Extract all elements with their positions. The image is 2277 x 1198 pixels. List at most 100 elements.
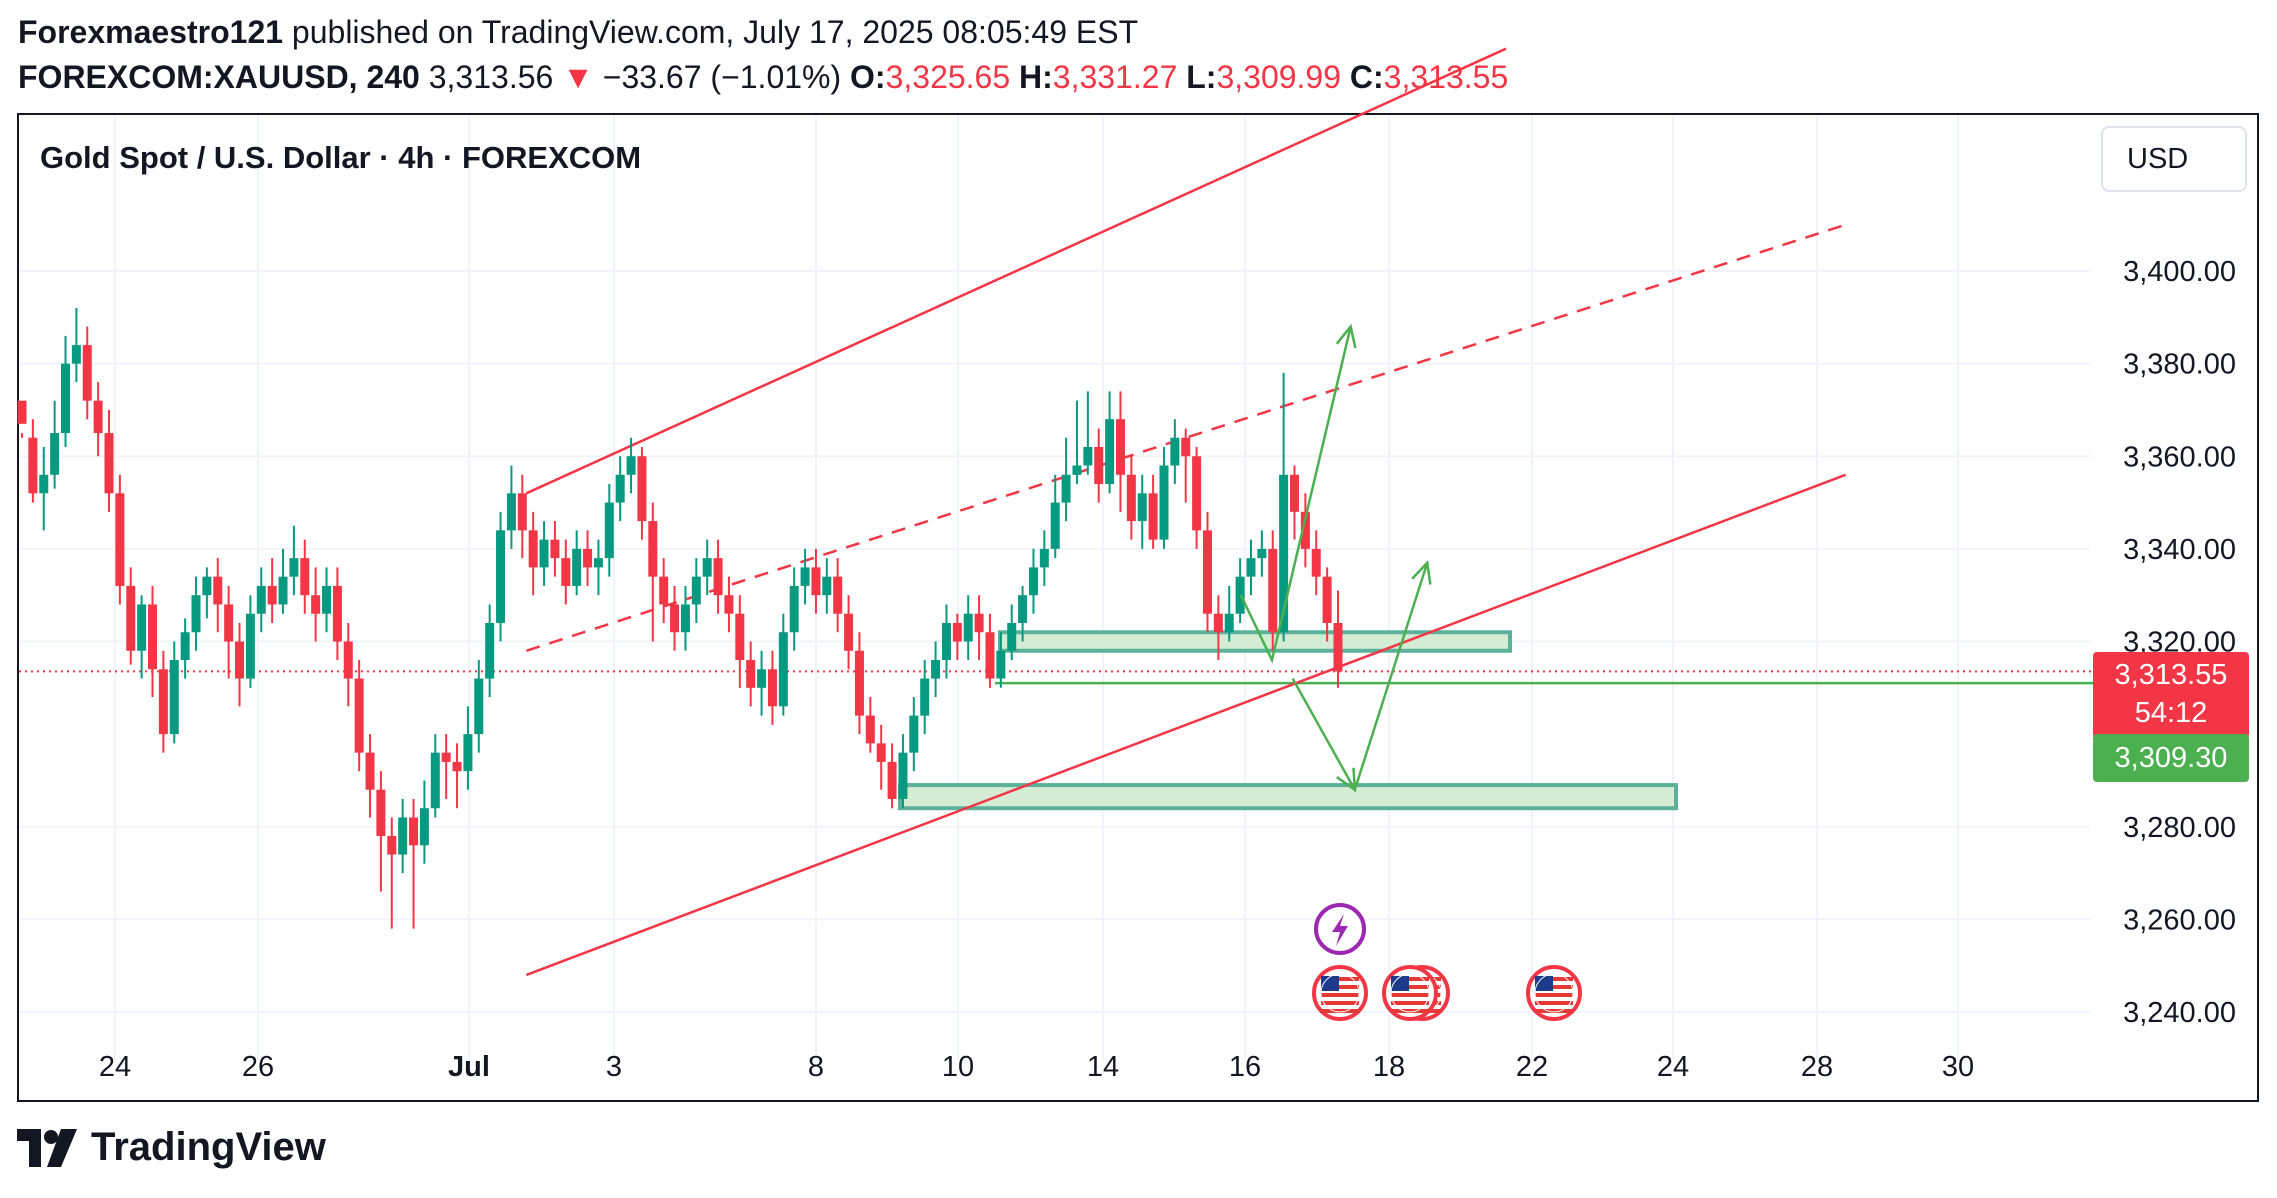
candle[interactable] <box>1050 502 1060 549</box>
candle[interactable] <box>39 474 49 494</box>
candle[interactable] <box>517 493 527 531</box>
candle[interactable] <box>452 761 462 772</box>
candle[interactable] <box>952 622 962 642</box>
candle[interactable] <box>463 734 473 772</box>
candle[interactable] <box>1083 446 1093 466</box>
candle[interactable] <box>1279 474 1289 633</box>
candle[interactable] <box>724 595 734 614</box>
candle[interactable] <box>441 752 451 762</box>
candle[interactable] <box>604 502 614 559</box>
candle[interactable] <box>1235 576 1245 614</box>
demand-zone[interactable] <box>998 630 1512 653</box>
candle[interactable] <box>1181 437 1191 457</box>
candle[interactable] <box>354 678 364 753</box>
candle[interactable] <box>158 669 168 735</box>
candle[interactable] <box>365 752 375 790</box>
candle[interactable] <box>985 632 995 679</box>
candle[interactable] <box>496 530 506 623</box>
candle[interactable] <box>615 474 625 503</box>
candle[interactable] <box>702 558 712 577</box>
candle[interactable] <box>1333 622 1343 672</box>
candle[interactable] <box>235 641 245 679</box>
candle[interactable] <box>1300 511 1310 549</box>
candle[interactable] <box>1028 567 1038 596</box>
candle[interactable] <box>583 548 593 568</box>
candle[interactable] <box>778 632 788 707</box>
candle[interactable] <box>876 743 886 762</box>
us-flag-icon[interactable] <box>1312 965 1368 1021</box>
candle[interactable] <box>169 660 179 735</box>
candle[interactable] <box>800 567 810 586</box>
candle[interactable] <box>71 345 81 364</box>
candle[interactable] <box>1137 493 1147 522</box>
candle[interactable] <box>1311 548 1321 577</box>
candle[interactable] <box>1257 548 1267 559</box>
candle[interactable] <box>1039 548 1049 568</box>
candle[interactable] <box>1289 474 1299 512</box>
channel-upper-line[interactable] <box>525 47 1507 495</box>
candle[interactable] <box>419 808 429 846</box>
candle[interactable] <box>50 433 60 475</box>
candle[interactable] <box>126 585 136 651</box>
candle[interactable] <box>180 632 190 661</box>
tradingview-logo[interactable]: TradingView <box>17 1125 326 1170</box>
candle[interactable] <box>735 613 745 661</box>
candle[interactable] <box>963 613 973 642</box>
candle[interactable] <box>909 715 919 753</box>
candle[interactable] <box>398 817 408 855</box>
candle[interactable] <box>626 456 636 475</box>
candle[interactable] <box>691 576 701 605</box>
candle[interactable] <box>409 817 419 846</box>
candle[interactable] <box>343 641 353 679</box>
candle[interactable] <box>974 613 984 633</box>
candle[interactable] <box>670 604 680 633</box>
candle[interactable] <box>811 567 821 596</box>
currency-button[interactable]: USD <box>2101 126 2247 192</box>
candle[interactable] <box>561 558 571 586</box>
bullish-projection-arrow[interactable] <box>1239 326 1352 664</box>
candle[interactable] <box>278 576 288 605</box>
candle[interactable] <box>289 558 299 577</box>
candle[interactable] <box>387 836 397 855</box>
candle[interactable] <box>82 345 92 401</box>
candle[interactable] <box>191 595 201 633</box>
candle[interactable] <box>1072 465 1082 475</box>
candle[interactable] <box>931 660 941 679</box>
lightning-icon[interactable] <box>1314 903 1366 955</box>
candle[interactable] <box>115 493 125 586</box>
candle[interactable] <box>202 576 212 596</box>
candle[interactable] <box>224 604 234 642</box>
candle[interactable] <box>1007 622 1017 651</box>
candle[interactable] <box>322 585 332 614</box>
candle[interactable] <box>528 530 538 568</box>
candle[interactable] <box>1192 456 1202 531</box>
author-name[interactable]: Forexmaestro121 <box>18 14 284 50</box>
candle[interactable] <box>648 521 658 577</box>
candle[interactable] <box>887 761 897 799</box>
candle[interactable] <box>680 604 690 633</box>
candle[interactable] <box>941 622 951 661</box>
candle[interactable] <box>572 548 582 586</box>
candle[interactable] <box>659 576 669 605</box>
channel-middle-line[interactable] <box>526 223 1847 652</box>
candle[interactable] <box>1126 474 1136 522</box>
candle[interactable] <box>376 789 386 837</box>
candle[interactable] <box>996 650 1006 679</box>
candle[interactable] <box>93 400 103 434</box>
candle[interactable] <box>898 752 908 799</box>
candle[interactable] <box>1170 437 1180 466</box>
candle[interactable] <box>28 437 38 494</box>
candle[interactable] <box>854 650 864 716</box>
candle[interactable] <box>550 539 560 559</box>
candle[interactable] <box>822 576 832 596</box>
candle[interactable] <box>332 585 342 642</box>
candle[interactable] <box>474 678 484 735</box>
candle[interactable] <box>300 558 310 596</box>
candle[interactable] <box>104 433 114 494</box>
candle[interactable] <box>757 669 767 688</box>
candle[interactable] <box>430 752 440 809</box>
candle[interactable] <box>1115 419 1125 475</box>
candle[interactable] <box>267 585 277 605</box>
candle[interactable] <box>1246 558 1256 577</box>
